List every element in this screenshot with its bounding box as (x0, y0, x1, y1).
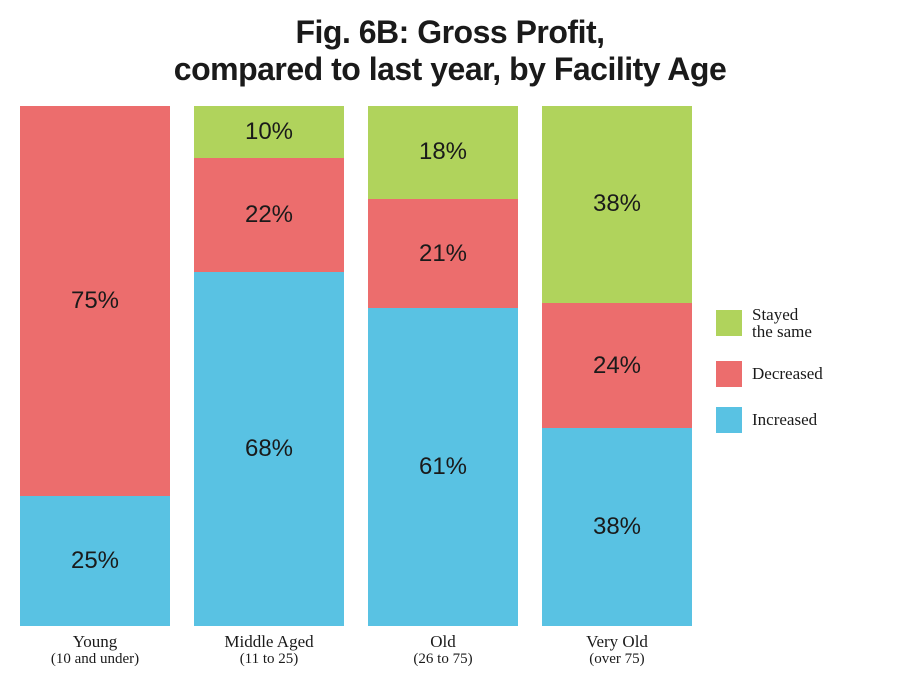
category-label-sub: (26 to 75) (413, 651, 472, 668)
bar-column: 75% 25% Young(10 and under) (20, 106, 170, 679)
segment-value-label: 75% (71, 287, 119, 315)
legend-item-increased: Increased (716, 407, 862, 433)
bar-stack: 75% 25% (20, 106, 170, 626)
category-label-main: Middle Aged (224, 632, 313, 652)
bar-segment-increased: 68% (194, 272, 344, 626)
segment-value-label: 68% (245, 435, 293, 463)
segment-value-label: 21% (419, 240, 467, 268)
category-label-sub: (over 75) (586, 651, 648, 668)
bar-segment-stayed_same: 18% (368, 106, 518, 200)
bar-column: 10% 22% 68% Middle Aged(11 to 25) (194, 106, 344, 679)
chart-title-line2: compared to last year, by Facility Age (174, 51, 726, 87)
legend-item-decreased: Decreased (716, 361, 862, 387)
gross-profit-by-facility-age-chart: Fig. 6B: Gross Profit, compared to last … (0, 0, 900, 691)
category-label-main: Very Old (586, 632, 648, 652)
segment-value-label: 10% (245, 118, 293, 146)
category-label-main: Young (51, 632, 139, 652)
segment-value-label: 38% (593, 190, 641, 218)
category-label: Very Old(over 75) (586, 632, 648, 669)
bar-segment-decreased: 75% (20, 106, 170, 496)
legend-label: Stayedthe same (752, 306, 812, 342)
category-label: Middle Aged(11 to 25) (224, 632, 313, 669)
bars-area: 75% 25% Young(10 and under) 10% 22% 68% Middle… (20, 106, 692, 679)
bar-column: 38% 24% 38% Very Old(over 75) (542, 106, 692, 679)
bar-segment-increased: 25% (20, 496, 170, 626)
segment-value-label: 61% (419, 453, 467, 481)
legend-item-stayed_same: Stayedthe same (716, 306, 862, 342)
bar-stack: 10% 22% 68% (194, 106, 344, 626)
bar-segment-stayed_same: 38% (542, 106, 692, 304)
bar-segment-decreased: 22% (194, 158, 344, 272)
bar-segment-decreased: 24% (542, 303, 692, 428)
segment-value-label: 24% (593, 352, 641, 380)
bar-segment-stayed_same: 10% (194, 106, 344, 158)
legend-swatch (716, 407, 742, 433)
category-label-sub: (11 to 25) (224, 651, 313, 668)
bar-column: 18% 21% 61% Old(26 to 75) (368, 106, 518, 679)
chart-title-line1: Fig. 6B: Gross Profit, (295, 14, 604, 50)
bar-segment-decreased: 21% (368, 199, 518, 308)
category-label-sub: (10 and under) (51, 651, 139, 668)
legend-label: Increased (752, 411, 817, 429)
category-label-main: Old (413, 632, 472, 652)
bar-stack: 38% 24% 38% (542, 106, 692, 626)
bar-segment-increased: 61% (368, 308, 518, 625)
category-label: Young(10 and under) (51, 632, 139, 669)
segment-value-label: 22% (245, 201, 293, 229)
legend: Stayedthe same Decreased Increased (692, 106, 862, 434)
segment-value-label: 38% (593, 513, 641, 541)
legend-swatch (716, 361, 742, 387)
segment-value-label: 18% (419, 138, 467, 166)
plot-row: 75% 25% Young(10 and under) 10% 22% 68% Middle… (0, 106, 900, 691)
segment-value-label: 25% (71, 547, 119, 575)
bar-stack: 18% 21% 61% (368, 106, 518, 626)
category-label: Old(26 to 75) (413, 632, 472, 669)
legend-swatch (716, 310, 742, 336)
chart-title: Fig. 6B: Gross Profit, compared to last … (0, 0, 900, 106)
legend-label: Decreased (752, 365, 823, 383)
bar-segment-increased: 38% (542, 428, 692, 626)
